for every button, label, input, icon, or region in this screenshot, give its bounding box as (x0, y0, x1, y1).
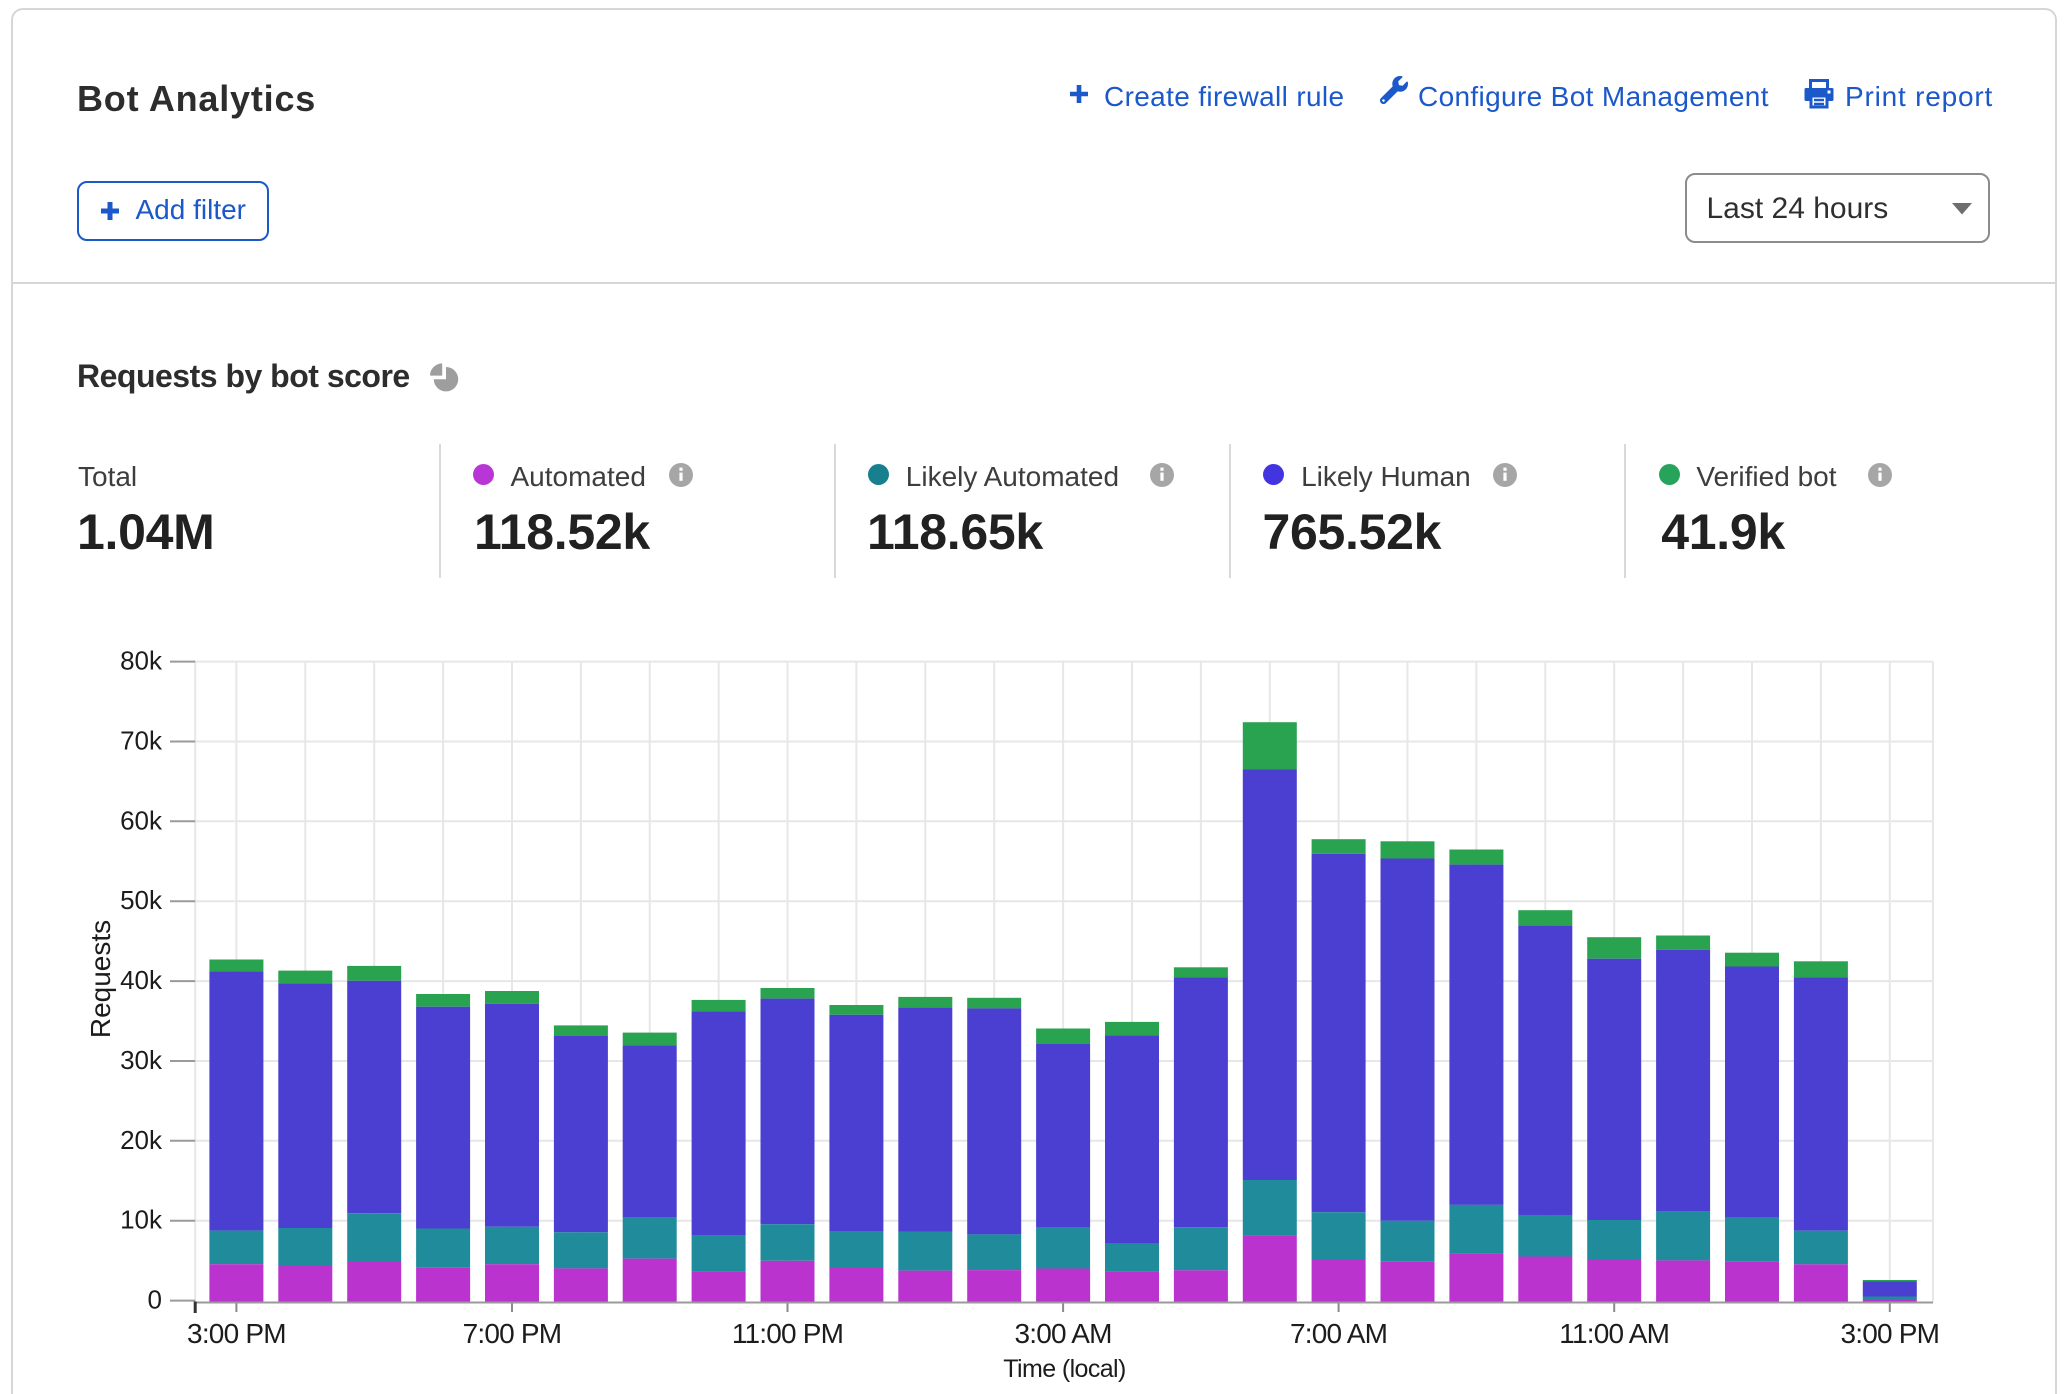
svg-text:7:00 AM: 7:00 AM (1290, 1318, 1387, 1349)
svg-text:11:00 AM: 11:00 AM (1559, 1318, 1669, 1349)
svg-text:3:00 PM: 3:00 PM (187, 1318, 286, 1349)
svg-text:3:00 AM: 3:00 AM (1015, 1318, 1112, 1349)
svg-text:7:00 PM: 7:00 PM (463, 1318, 562, 1349)
svg-text:20k: 20k (120, 1125, 163, 1155)
svg-text:10k: 10k (120, 1205, 163, 1235)
svg-text:70k: 70k (120, 726, 163, 756)
svg-text:Time (local): Time (local) (1003, 1355, 1125, 1383)
svg-text:30k: 30k (120, 1045, 163, 1075)
svg-text:60k: 60k (120, 805, 163, 835)
svg-text:50k: 50k (120, 885, 163, 915)
svg-text:0: 0 (148, 1285, 162, 1315)
svg-text:40k: 40k (120, 965, 163, 995)
svg-text:11:00 PM: 11:00 PM (732, 1318, 843, 1349)
svg-text:3:00 PM: 3:00 PM (1840, 1318, 1939, 1349)
svg-text:Requests: Requests (85, 920, 116, 1038)
svg-text:80k: 80k (120, 646, 163, 676)
